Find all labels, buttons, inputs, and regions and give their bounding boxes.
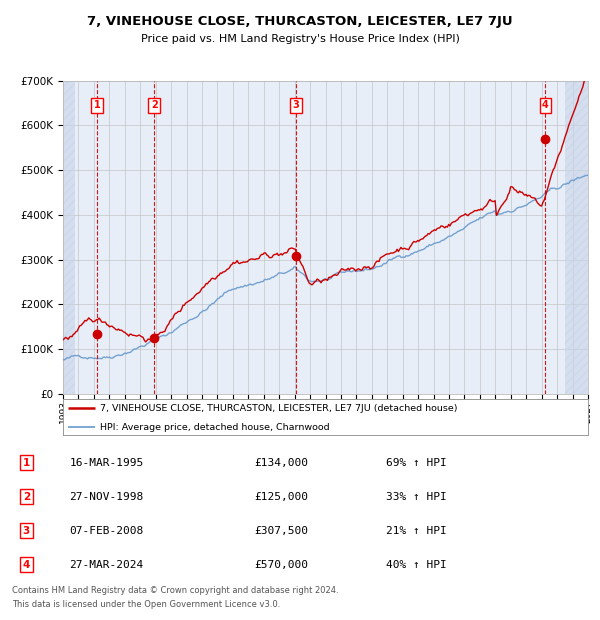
Text: Contains HM Land Registry data © Crown copyright and database right 2024.: Contains HM Land Registry data © Crown c… bbox=[12, 586, 338, 595]
Text: 2: 2 bbox=[151, 100, 158, 110]
Text: 3: 3 bbox=[23, 526, 30, 536]
Text: 1: 1 bbox=[23, 458, 30, 467]
Bar bbox=[63, 81, 74, 394]
Text: £134,000: £134,000 bbox=[254, 458, 308, 467]
Text: £125,000: £125,000 bbox=[254, 492, 308, 502]
Text: 27-NOV-1998: 27-NOV-1998 bbox=[70, 492, 144, 502]
Text: 4: 4 bbox=[23, 560, 30, 570]
Text: 1: 1 bbox=[94, 100, 101, 110]
Text: £570,000: £570,000 bbox=[254, 560, 308, 570]
Text: 27-MAR-2024: 27-MAR-2024 bbox=[70, 560, 144, 570]
Text: £307,500: £307,500 bbox=[254, 526, 308, 536]
Text: This data is licensed under the Open Government Licence v3.0.: This data is licensed under the Open Gov… bbox=[12, 600, 280, 609]
Text: 7, VINEHOUSE CLOSE, THURCASTON, LEICESTER, LE7 7JU (detached house): 7, VINEHOUSE CLOSE, THURCASTON, LEICESTE… bbox=[100, 404, 457, 413]
Text: HPI: Average price, detached house, Charnwood: HPI: Average price, detached house, Char… bbox=[100, 423, 329, 432]
Text: 69% ↑ HPI: 69% ↑ HPI bbox=[386, 458, 447, 467]
Text: 21% ↑ HPI: 21% ↑ HPI bbox=[386, 526, 447, 536]
Text: 3: 3 bbox=[293, 100, 299, 110]
Text: 2: 2 bbox=[23, 492, 30, 502]
Text: 07-FEB-2008: 07-FEB-2008 bbox=[70, 526, 144, 536]
Text: 7, VINEHOUSE CLOSE, THURCASTON, LEICESTER, LE7 7JU: 7, VINEHOUSE CLOSE, THURCASTON, LEICESTE… bbox=[87, 16, 513, 29]
Text: 16-MAR-1995: 16-MAR-1995 bbox=[70, 458, 144, 467]
Text: 33% ↑ HPI: 33% ↑ HPI bbox=[386, 492, 447, 502]
Text: 40% ↑ HPI: 40% ↑ HPI bbox=[386, 560, 447, 570]
Text: 4: 4 bbox=[542, 100, 549, 110]
Bar bbox=[565, 81, 588, 394]
Text: Price paid vs. HM Land Registry's House Price Index (HPI): Price paid vs. HM Land Registry's House … bbox=[140, 34, 460, 44]
